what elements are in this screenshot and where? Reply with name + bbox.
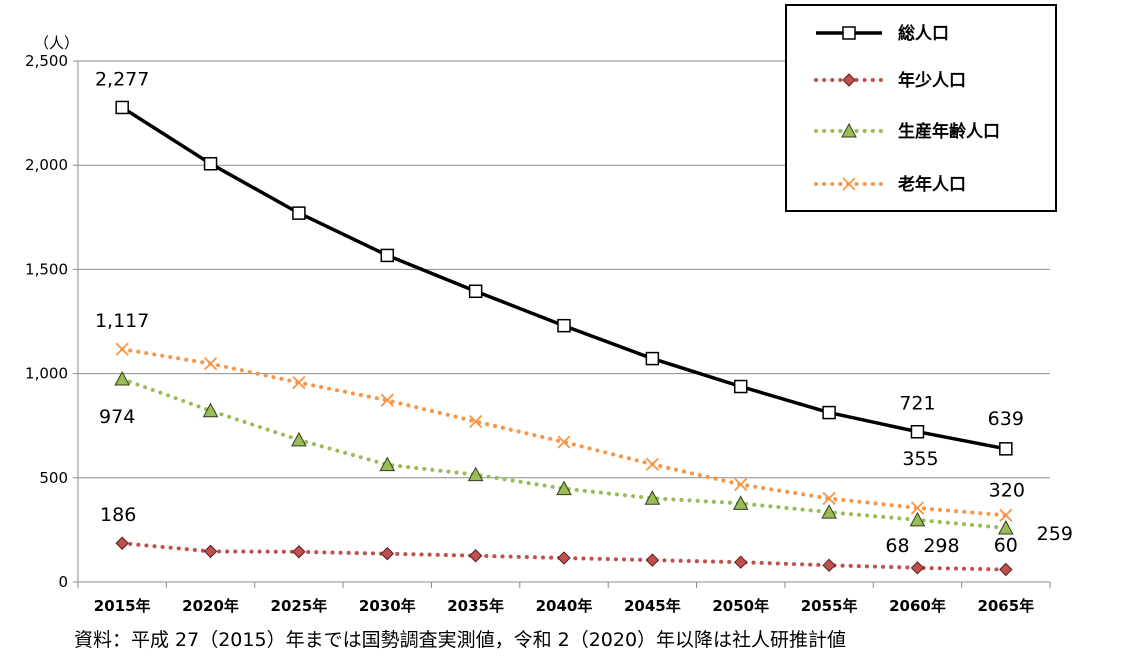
data-point-3 bbox=[821, 504, 837, 519]
x-tick-label: 2025年 bbox=[271, 597, 328, 615]
data-point-1 bbox=[468, 284, 483, 299]
data-point-3 bbox=[732, 495, 749, 510]
data-point-1 bbox=[822, 405, 836, 420]
data-point-3 bbox=[202, 402, 219, 418]
data-point-1 bbox=[645, 351, 660, 366]
data-label-4: 320 bbox=[989, 479, 1025, 501]
data-point-4 bbox=[645, 457, 660, 471]
data-point-2 bbox=[999, 562, 1013, 577]
x-tick-label: 2060年 bbox=[889, 597, 946, 615]
data-point-1 bbox=[999, 442, 1013, 456]
data-point-3 bbox=[909, 511, 926, 527]
data-point-4 bbox=[292, 375, 306, 390]
series-line-3 bbox=[120, 377, 1008, 530]
data-point-1 bbox=[733, 379, 748, 394]
data-point-4 bbox=[557, 435, 571, 449]
data-point-1 bbox=[910, 424, 925, 439]
data-point-4 bbox=[468, 414, 483, 429]
data-label-3: 298 bbox=[923, 535, 959, 557]
y-tick-label: 0 bbox=[58, 573, 68, 591]
y-tick-label: 500 bbox=[39, 469, 68, 487]
data-point-4 bbox=[380, 393, 394, 407]
x-tick-label: 2035年 bbox=[447, 597, 504, 615]
x-tick-label: 2030年 bbox=[359, 597, 416, 615]
data-label-2: 186 bbox=[100, 504, 136, 526]
data-point-1 bbox=[380, 248, 395, 263]
legend-item-3: 生産年齢人口 bbox=[814, 121, 1000, 142]
data-label-3: 974 bbox=[99, 406, 135, 428]
series-line-4 bbox=[120, 347, 1008, 518]
data-point-3 bbox=[379, 456, 396, 472]
x-tick-label: 2050年 bbox=[712, 597, 769, 615]
data-point-2 bbox=[468, 549, 483, 563]
data-point-1 bbox=[203, 156, 218, 171]
data-label-2: 60 bbox=[994, 534, 1018, 556]
x-tick-label: 2065年 bbox=[977, 597, 1034, 615]
data-point-2 bbox=[292, 545, 306, 559]
data-point-1 bbox=[115, 100, 129, 115]
series-markers bbox=[114, 100, 1014, 577]
data-point-2 bbox=[380, 546, 394, 561]
data-point-3 bbox=[291, 431, 307, 447]
data-point-2 bbox=[734, 555, 748, 569]
data-point-4 bbox=[734, 477, 748, 492]
data-point-2 bbox=[557, 551, 571, 565]
data-point-2 bbox=[645, 553, 660, 567]
legend-marker bbox=[842, 26, 856, 40]
x-tick-label: 2055年 bbox=[801, 597, 858, 615]
series-line-2 bbox=[120, 541, 1008, 572]
y-tick-label: 2,500 bbox=[25, 52, 68, 70]
x-tick-label: 2040年 bbox=[536, 597, 593, 615]
data-point-3 bbox=[644, 490, 661, 505]
data-point-2 bbox=[203, 544, 218, 559]
data-point-1 bbox=[557, 318, 571, 333]
data-point-4 bbox=[999, 508, 1013, 522]
axes: 0 500 1,000 1,500 2,000 2,500 2015年 2020年 2025年 2… bbox=[25, 52, 1051, 615]
y-axis-unit-label: （人） bbox=[34, 34, 79, 52]
data-point-3 bbox=[556, 480, 572, 496]
data-point-4 bbox=[203, 356, 218, 371]
x-tick-label: 2020年 bbox=[182, 597, 239, 615]
legend-frame bbox=[785, 4, 1057, 212]
data-point-4 bbox=[822, 491, 836, 506]
data-point-2 bbox=[910, 561, 925, 575]
legend-item-2: 年少人口 bbox=[814, 70, 966, 91]
data-point-3 bbox=[467, 466, 484, 482]
data-point-4 bbox=[910, 501, 925, 515]
y-tick-label: 2,000 bbox=[25, 156, 68, 174]
data-label-3: 259 bbox=[1037, 523, 1073, 545]
data-label-4: 355 bbox=[902, 448, 938, 470]
legend-marker bbox=[842, 177, 856, 191]
y-tick-label: 1,000 bbox=[25, 365, 68, 383]
y-tick-label: 1,500 bbox=[25, 260, 68, 278]
data-point-3 bbox=[114, 370, 131, 386]
data-label-1: 639 bbox=[988, 408, 1024, 430]
data-label-2: 68 bbox=[885, 535, 909, 557]
data-point-1 bbox=[292, 206, 306, 220]
legend-label: 生産年齢人口 bbox=[898, 121, 1000, 142]
data-point-4 bbox=[115, 342, 129, 356]
legend-label: 年少人口 bbox=[898, 70, 966, 91]
data-label-1: 721 bbox=[899, 393, 935, 415]
data-labels: 2,277 721 639 186 68 60 974 298 259 1,117 355 320 bbox=[95, 68, 1073, 556]
data-label-1: 2,277 bbox=[95, 68, 149, 90]
data-label-4: 1,117 bbox=[95, 310, 149, 332]
x-tick-label: 2045年 bbox=[624, 597, 681, 615]
source-note: 資料：平成 27（2015）年までは国勢調査実測値，令和 2（2020）年以降は… bbox=[74, 629, 846, 651]
legend-marker bbox=[841, 122, 857, 138]
legend-item-1: 総人口 bbox=[816, 23, 949, 44]
data-point-3 bbox=[997, 519, 1014, 535]
legend-label: 老年人口 bbox=[897, 174, 966, 195]
legend-item-4: 老年人口 bbox=[814, 174, 966, 195]
x-tick-label: 2015年 bbox=[94, 597, 151, 615]
data-point-2 bbox=[115, 536, 129, 550]
legend-marker bbox=[842, 73, 856, 87]
legend-label: 総人口 bbox=[898, 23, 949, 44]
data-point-2 bbox=[822, 558, 836, 573]
